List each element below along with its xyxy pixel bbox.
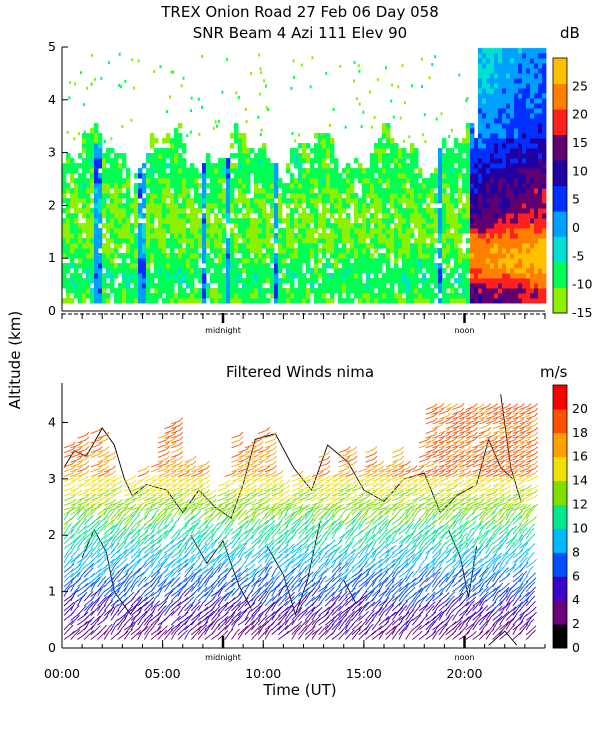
snr-colorbar-segment xyxy=(553,236,567,263)
snr-colorbar-tick-label: -10 xyxy=(572,277,592,292)
snr-y-tick-label: 2 xyxy=(48,197,56,212)
winds-colorbar-tick-label: 14 xyxy=(572,473,588,488)
winds-colorbar-segment xyxy=(553,528,567,553)
winds-colorbar-segment xyxy=(553,408,567,434)
snr-midnight-marker: midnight xyxy=(205,326,241,335)
winds-colorbar-tick-label: 16 xyxy=(572,449,588,464)
snr-colorbar-tick-label: -15 xyxy=(572,305,592,320)
winds-x-tick-label: 15:00 xyxy=(346,666,382,681)
winds-colorbar-segment xyxy=(553,600,567,625)
snr-colorbar-segment xyxy=(553,58,567,84)
winds-colorbar-tick-label: 20 xyxy=(572,401,588,416)
winds-colorbar-tick-label: 8 xyxy=(572,544,580,559)
winds-colorbar-segment xyxy=(553,552,567,577)
snr-y-tick-label: 1 xyxy=(48,250,56,265)
winds-y-tick-label: 1 xyxy=(48,584,56,599)
snr-colorbar-segment xyxy=(553,109,567,135)
winds-colorbar-segment xyxy=(553,576,567,601)
winds-colorbar-segment xyxy=(553,432,567,458)
winds-colorbar-unit: m/s xyxy=(540,363,568,381)
winds-x-tick-label: 00:00 xyxy=(44,666,80,681)
wind-barb-field xyxy=(63,403,538,640)
winds-panel-title: Filtered Winds nima xyxy=(226,363,374,381)
winds-colorbar-tick-label: 18 xyxy=(572,425,588,440)
snr-colorbar-segment xyxy=(553,160,567,186)
snr-noon-marker: noon xyxy=(455,326,475,335)
snr-colorbar-tick-label: 0 xyxy=(572,220,580,235)
winds-colorbar-segment xyxy=(553,480,567,506)
winds-colorbar-segment xyxy=(553,385,567,410)
time-axis-label: Time (UT) xyxy=(262,681,336,699)
snr-y-tick-label: 4 xyxy=(48,92,56,107)
snr-colorbar-segment xyxy=(553,287,567,314)
figure-title: TREX Onion Road 27 Feb 06 Day 058 xyxy=(160,3,439,21)
snr-colorbar-segment xyxy=(553,262,567,288)
wind-contour-lines xyxy=(63,394,522,646)
altitude-axis-label: Altitude (km) xyxy=(6,311,24,409)
snr-panel-title: SNR Beam 4 Azi 111 Elev 90 xyxy=(193,24,407,42)
snr-colorbar-unit: dB xyxy=(560,24,580,42)
snr-colorbar-tick-label: 25 xyxy=(572,78,588,93)
snr-colorbar-segment xyxy=(553,83,567,110)
snr-colorbar-tick-label: 20 xyxy=(572,107,588,122)
snr-colorbar-tick-label: 10 xyxy=(572,163,588,178)
winds-noon-marker: noon xyxy=(455,653,475,662)
winds-colorbar-tick-label: 0 xyxy=(572,640,580,655)
snr-colorbar-tick-label: 15 xyxy=(572,135,588,150)
winds-colorbar-segment xyxy=(553,456,567,482)
snr-y-tick-label: 3 xyxy=(48,145,56,160)
winds-y-tick-label: 2 xyxy=(48,527,56,542)
winds-colorbar-tick-label: 10 xyxy=(572,520,588,535)
snr-heatmap-field xyxy=(62,48,547,304)
winds-y-tick-label: 0 xyxy=(48,640,56,655)
winds-x-tick-label: 20:00 xyxy=(446,666,482,681)
snr-colorbar-segment xyxy=(553,185,567,212)
snr-y-tick-label: 5 xyxy=(48,39,56,54)
winds-colorbar-tick-label: 2 xyxy=(572,616,580,631)
snr-colorbar-tick-label: -5 xyxy=(572,248,584,263)
winds-y-tick-label: 4 xyxy=(48,414,56,429)
winds-colorbar-segment xyxy=(553,504,567,529)
snr-colorbar-segment xyxy=(553,134,567,161)
winds-colorbar-tick-label: 12 xyxy=(572,497,588,512)
winds-midnight-marker: midnight xyxy=(205,653,241,662)
winds-x-tick-label: 05:00 xyxy=(145,666,181,681)
winds-x-tick-label: 10:00 xyxy=(245,666,281,681)
snr-panel: 0 1 2 3 4 5 midnight noon -15 -10 -5 0 5 10 15 20 25 xyxy=(48,39,592,335)
snr-y-tick-label: 0 xyxy=(48,303,56,318)
winds-colorbar-tick-label: 4 xyxy=(572,592,580,607)
winds-y-tick-label: 3 xyxy=(48,471,56,486)
winds-colorbar-segment xyxy=(553,624,567,649)
snr-colorbar-segment xyxy=(553,211,567,237)
winds-colorbar-tick-label: 6 xyxy=(572,568,580,583)
snr-colorbar-tick-label: 5 xyxy=(572,192,580,207)
